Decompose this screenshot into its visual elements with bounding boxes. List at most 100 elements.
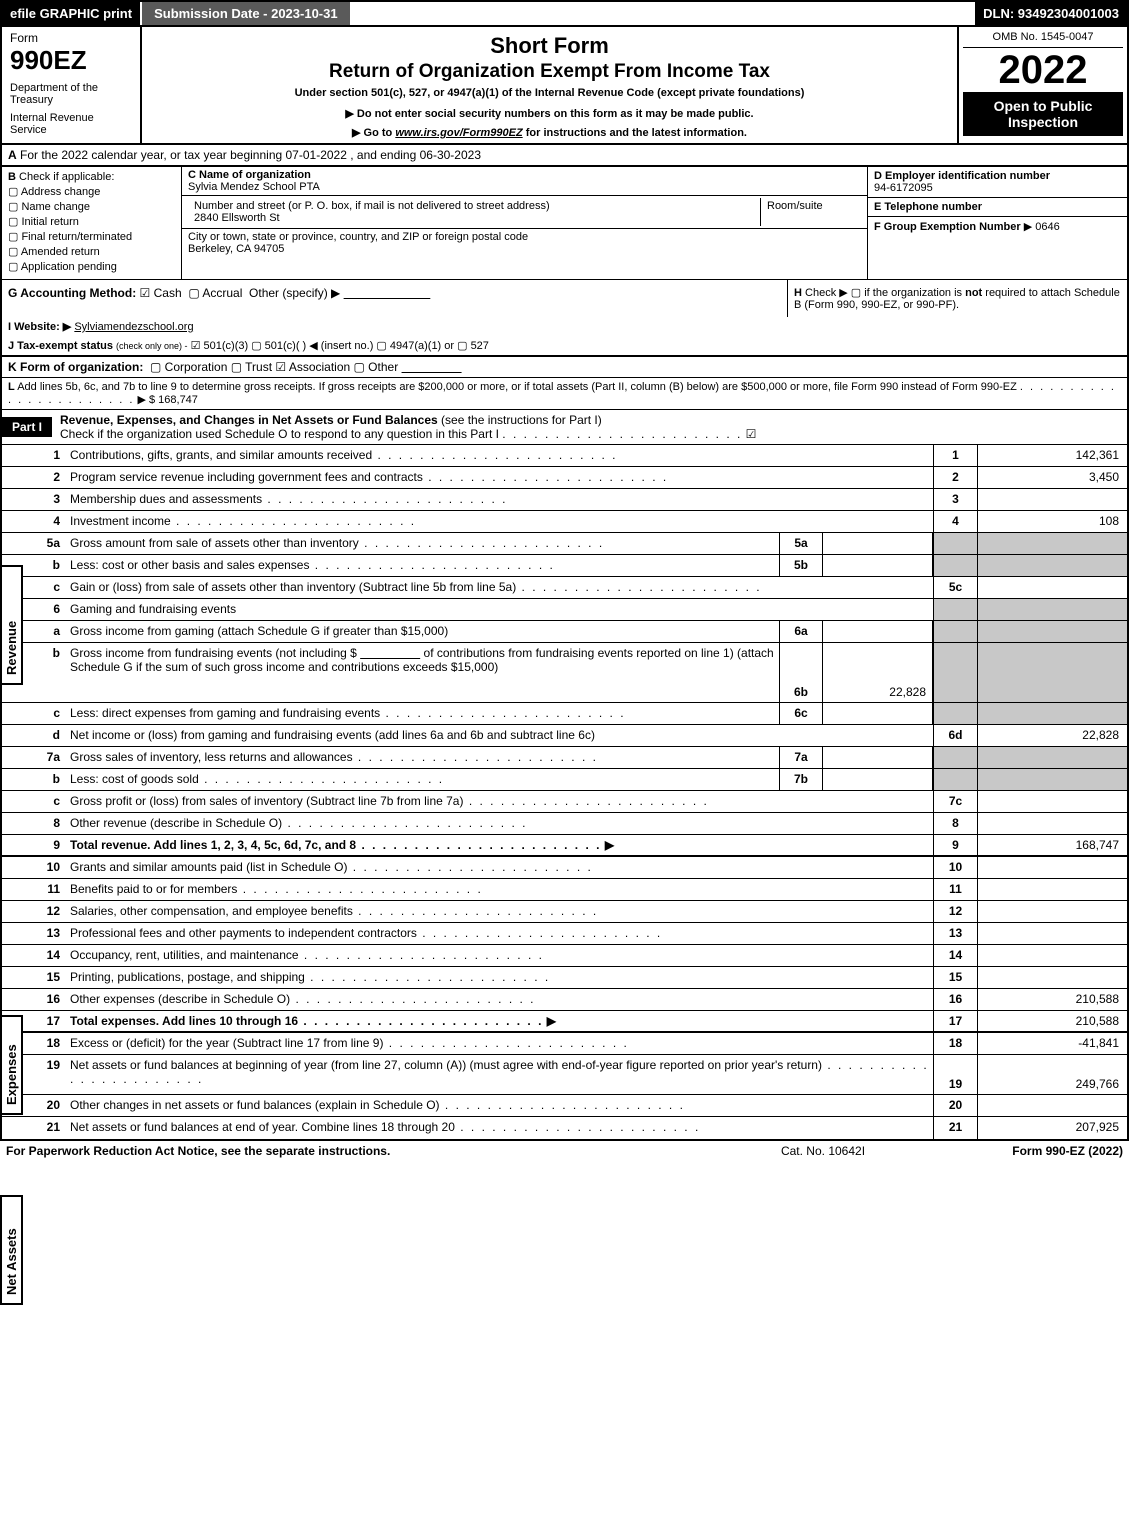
l11-val [977,879,1127,900]
l5b-desc: Less: cost or other basis and sales expe… [66,555,779,576]
part1-header: Part I Revenue, Expenses, and Changes in… [0,410,1129,445]
h-text1: Check ▶ ▢ if the organization is [805,287,965,299]
f-label: F Group Exemption Number [874,221,1021,233]
l6c-num: c [28,703,66,724]
return-title: Return of Organization Exempt From Incom… [150,61,949,83]
k-other-blank[interactable] [402,360,462,374]
footer-paperwork: For Paperwork Reduction Act Notice, see … [6,1144,723,1158]
l6a-val-grey [977,621,1127,642]
chk-address-change[interactable]: Address change [8,185,175,198]
part1-paren: (see the instructions for Part I) [438,413,602,427]
l11-box: 11 [933,879,977,900]
l19-num: 19 [28,1055,66,1094]
l20-val [977,1095,1127,1116]
open-to-public: Open to Public Inspection [963,92,1123,136]
l3-desc: Membership dues and assessments [66,489,933,510]
l6d-val: 22,828 [977,725,1127,746]
g-accrual[interactable]: Accrual [188,286,242,300]
row-a-label: A [8,148,17,162]
l9-val: 168,747 [977,835,1127,855]
l21-box: 21 [933,1117,977,1139]
j-options[interactable]: ☑ 501(c)(3) ▢ 501(c)( ) ◀ (insert no.) ▢… [191,340,489,352]
city-value: Berkeley, CA 94705 [188,243,284,255]
l20-num: 20 [28,1095,66,1116]
l6a-subval [823,621,933,642]
omb-number: OMB No. 1545-0047 [963,31,1123,48]
e-label: E Telephone number [874,201,982,213]
line-2: 2 Program service revenue including gove… [2,467,1127,489]
chk-amended-return[interactable]: Amended return [8,245,175,258]
l6d-desc: Net income or (loss) from gaming and fun… [66,725,933,746]
l11-num: 11 [28,879,66,900]
g-other-blank[interactable] [344,286,431,300]
line-18: 18 Excess or (deficit) for the year (Sub… [2,1033,1127,1055]
l5c-box: 5c [933,577,977,598]
line-5a: 5a Gross amount from sale of assets othe… [2,533,1127,555]
room-suite-cell: Room/suite [761,198,861,226]
tax-year: 2022 [963,50,1123,90]
l5b-num: b [28,555,66,576]
line-16: 16 Other expenses (describe in Schedule … [2,989,1127,1011]
l16-box: 16 [933,989,977,1010]
dln-label: DLN: 93492304001003 [975,2,1127,25]
d-label: D Employer identification number [874,170,1050,182]
l10-box: 10 [933,857,977,878]
part1-check[interactable]: ☑ [746,427,757,441]
l19-box: 19 [933,1055,977,1094]
l9-box: 9 [933,835,977,855]
section-def: D Employer identification number 94-6172… [867,167,1127,279]
line-3: 3 Membership dues and assessments 3 [2,489,1127,511]
chk-final-return[interactable]: Final return/terminated [8,230,175,243]
l12-desc: Salaries, other compensation, and employ… [66,901,933,922]
row-gh: G Accounting Method: Cash Accrual Other … [0,279,1129,317]
line-12: 12 Salaries, other compensation, and emp… [2,901,1127,923]
l5c-desc: Gain or (loss) from sale of assets other… [66,577,933,598]
irs-link[interactable]: www.irs.gov/Form990EZ [395,127,522,139]
b-check-if: Check if applicable: [16,171,114,183]
l6b-val-grey [977,643,1127,702]
website-link[interactable]: Sylviamendezschool.org [74,321,193,333]
l2-num: 2 [28,467,66,488]
l6c-desc: Less: direct expenses from gaming and fu… [66,703,779,724]
l6d-num: d [28,725,66,746]
l17-box: 17 [933,1011,977,1031]
l7c-box: 7c [933,791,977,812]
l5b-sub: 5b [779,555,823,576]
l1-desc: Contributions, gifts, grants, and simila… [66,445,933,466]
f-value: ▶ 0646 [1024,221,1060,233]
side-revenue-label: Revenue [0,565,23,685]
line-1: 1 Contributions, gifts, grants, and simi… [2,445,1127,467]
l2-desc: Program service revenue including govern… [66,467,933,488]
l5b-box-grey [933,555,977,576]
c-name-label: C Name of organization [188,169,311,181]
side-netassets-label: Net Assets [0,1195,23,1305]
street-value: 2840 Ellsworth St [194,212,280,224]
chk-application-pending[interactable]: Application pending [8,260,175,273]
l-value: ▶ $ 168,747 [137,394,197,406]
l1-num: 1 [28,445,66,466]
efile-print-label[interactable]: efile GRAPHIC print [2,2,140,25]
l6c-val-grey [977,703,1127,724]
l7a-box-grey [933,747,977,768]
l5c-num: c [28,577,66,598]
form-word: Form [10,31,132,45]
c-city-cell: City or town, state or province, country… [182,229,867,257]
line-7c: c Gross profit or (loss) from sales of i… [2,791,1127,813]
l8-num: 8 [28,813,66,834]
g-cash[interactable]: Cash [140,286,182,300]
g-other[interactable]: Other (specify) ▶ [249,286,340,300]
row-k-org-form: K Form of organization: ▢ Corporation ▢ … [0,356,1129,378]
l4-desc: Investment income [66,511,933,532]
l4-num: 4 [28,511,66,532]
chk-name-change[interactable]: Name change [8,200,175,213]
e-phone-row: E Telephone number [868,198,1127,217]
f-group-row: F Group Exemption Number ▶ 0646 [868,217,1127,236]
part1-dots [502,427,742,441]
chk-initial-return[interactable]: Initial return [8,215,175,228]
l6c-sub: 6c [779,703,823,724]
l21-desc: Net assets or fund balances at end of ye… [66,1117,933,1139]
k-options[interactable]: ▢ Corporation ▢ Trust ☑ Association ▢ Ot… [150,360,398,374]
l21-val: 207,925 [977,1117,1127,1139]
l7b-desc: Less: cost of goods sold [66,769,779,790]
l16-num: 16 [28,989,66,1010]
